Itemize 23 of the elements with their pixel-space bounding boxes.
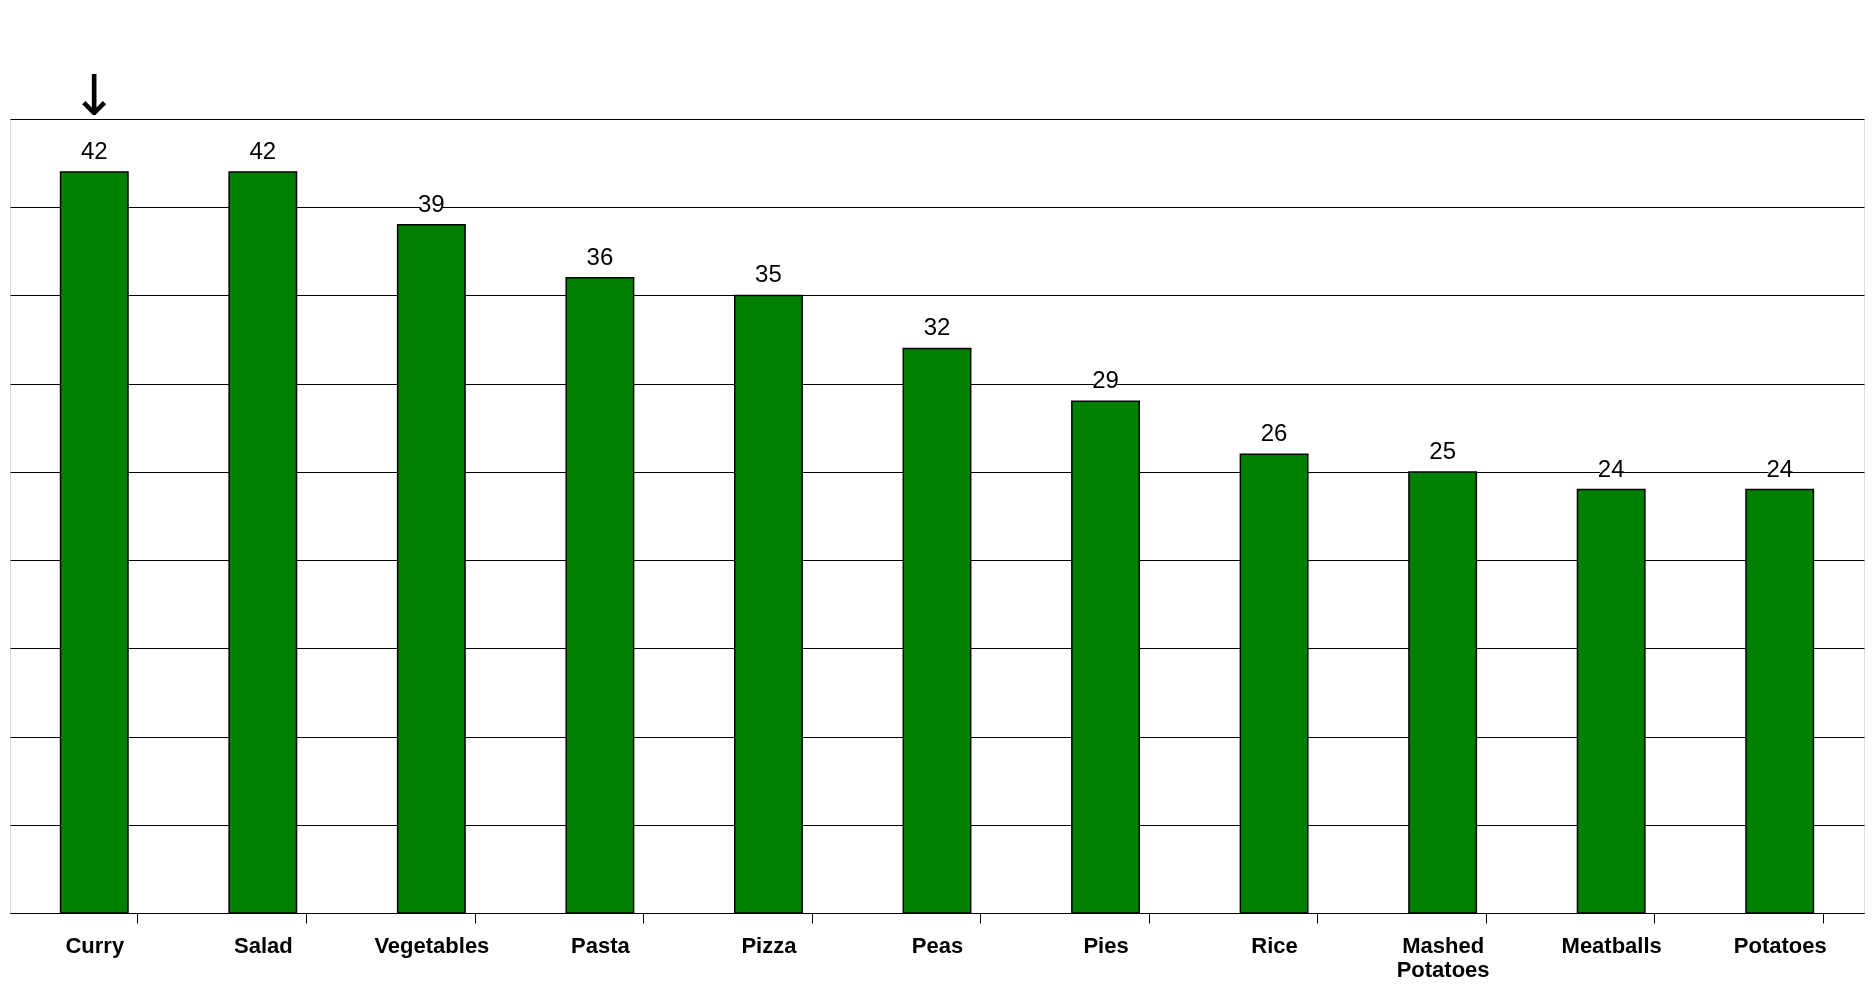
x-tick-label: Vegetables [374, 932, 490, 958]
data-label: 42 [80, 136, 108, 164]
x-tick-label: Pies [1083, 932, 1129, 958]
data-label: 42 [249, 136, 277, 164]
x-tick-label: Pasta [571, 932, 631, 958]
data-label: 24 [1766, 454, 1794, 482]
annotation: ↓ [70, 63, 118, 128]
x-tick-label: Potatoes [1733, 932, 1827, 958]
x-tick-label: Curry [65, 932, 125, 958]
data-label: 39 [418, 189, 445, 217]
data-label: 36 [586, 242, 614, 270]
data-label: 35 [755, 260, 782, 288]
data-label: 25 [1429, 436, 1456, 464]
x-tick-label: Mashed Potatoes [1396, 932, 1490, 982]
x-tick-label: Rice [1251, 932, 1298, 958]
x-tick-label: Peas [911, 932, 964, 958]
data-label: 29 [1092, 366, 1119, 394]
x-tick-label: Salad [233, 932, 293, 958]
x-tick-label: Meatballs [1561, 932, 1662, 958]
x-tick-label: Pizza [741, 932, 798, 958]
data-label: 26 [1260, 419, 1288, 447]
data-label: 24 [1597, 454, 1625, 482]
data-label: 32 [923, 313, 951, 341]
